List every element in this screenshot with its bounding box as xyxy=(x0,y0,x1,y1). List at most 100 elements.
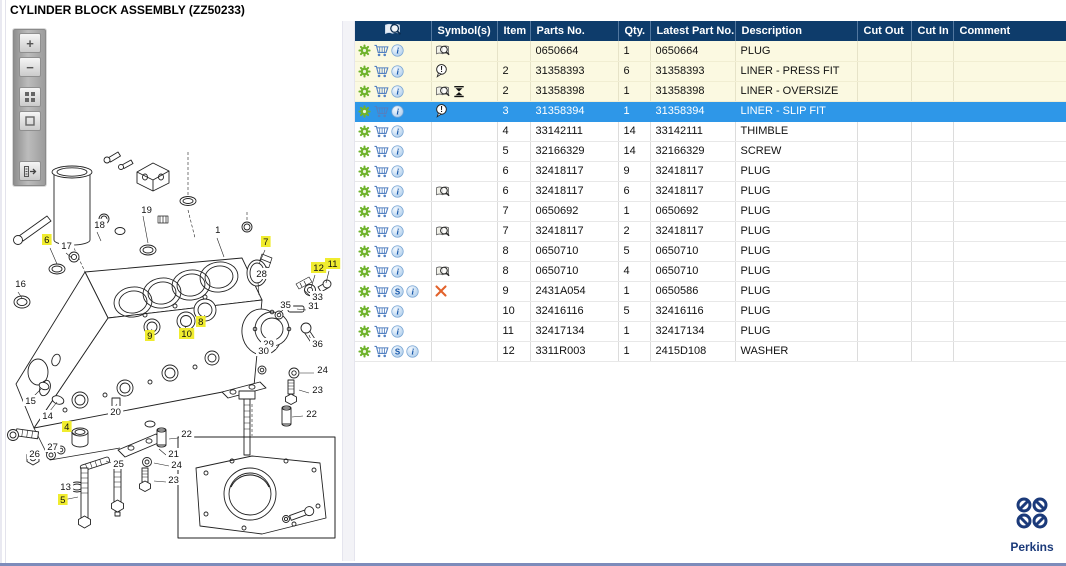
callout-15[interactable]: 15 xyxy=(25,396,36,407)
cart-icon[interactable] xyxy=(373,225,389,238)
info-icon[interactable] xyxy=(391,205,404,218)
gear-icon[interactable] xyxy=(358,325,371,338)
callout-10[interactable]: 10 xyxy=(181,329,192,340)
gear-icon[interactable] xyxy=(358,145,371,158)
callout-18[interactable]: 18 xyxy=(94,220,105,231)
column-header-description[interactable]: Description xyxy=(735,21,858,41)
table-row[interactable]: 11 32417134 1 32417134 PLUG xyxy=(355,321,1066,342)
gear-icon[interactable] xyxy=(358,265,371,278)
table-row[interactable]: 12 3311R003 1 2415D108 WASHER xyxy=(355,341,1066,362)
callout-20[interactable]: 20 xyxy=(110,407,121,418)
callout-12[interactable]: 12 xyxy=(313,263,324,274)
column-header-actions[interactable] xyxy=(355,21,432,41)
column-header-qty-[interactable]: Qty. xyxy=(618,21,651,41)
column-header-latest-part-no-[interactable]: Latest Part No. xyxy=(650,21,736,41)
info-icon[interactable] xyxy=(391,265,404,278)
callout-7[interactable]: 7 xyxy=(263,237,268,248)
table-row[interactable]: 10 32416116 5 32416116 PLUG xyxy=(355,301,1066,322)
cart-icon[interactable] xyxy=(373,185,389,198)
cart-icon[interactable] xyxy=(373,325,389,338)
gear-icon[interactable] xyxy=(358,245,371,258)
info-icon[interactable] xyxy=(391,245,404,258)
callout-26[interactable]: 26 xyxy=(29,449,40,460)
tile-view-button[interactable] xyxy=(19,87,41,107)
table-row[interactable]: 9 2431A054 1 0650586 PLUG xyxy=(355,281,1066,302)
table-row[interactable]: 5 32166329 14 32166329 SCREW xyxy=(355,141,1066,162)
callout-24[interactable]: 24 xyxy=(317,365,328,376)
table-row[interactable]: 2 31358398 1 31358398 LINER - OVERSIZE xyxy=(355,81,1066,102)
callout-17[interactable]: 17 xyxy=(61,241,72,252)
cart-icon[interactable] xyxy=(373,305,389,318)
cart-icon[interactable] xyxy=(373,265,389,278)
info-icon[interactable] xyxy=(391,65,404,78)
info-icon[interactable] xyxy=(406,285,419,298)
table-row[interactable]: 3 31358394 1 31358394 LINER - SLIP FIT xyxy=(355,101,1066,122)
zoom-out-button[interactable]: − xyxy=(19,57,41,77)
callout-23[interactable]: 23 xyxy=(312,385,323,396)
info-icon[interactable] xyxy=(391,125,404,138)
info-icon[interactable] xyxy=(391,185,404,198)
cart-icon[interactable] xyxy=(373,85,389,98)
table-row[interactable]: 8 0650710 5 0650710 PLUG xyxy=(355,241,1066,262)
column-header-comment[interactable]: Comment xyxy=(953,21,1066,41)
gear-icon[interactable] xyxy=(358,165,371,178)
gear-icon[interactable] xyxy=(358,44,371,57)
callout-30[interactable]: 30 xyxy=(258,346,269,357)
table-row[interactable]: 6 32418117 6 32418117 PLUG xyxy=(355,181,1066,202)
column-header-symbol-s-[interactable]: Symbol(s) xyxy=(431,21,498,41)
callout-31[interactable]: 31 xyxy=(308,301,319,312)
info-icon[interactable] xyxy=(391,145,404,158)
callout-35[interactable]: 35 xyxy=(280,300,291,311)
info-icon[interactable] xyxy=(391,325,404,338)
callout-14[interactable]: 14 xyxy=(42,411,53,422)
cart-icon[interactable] xyxy=(373,285,389,298)
callout-11[interactable]: 11 xyxy=(328,259,338,270)
cart-icon[interactable] xyxy=(373,65,389,78)
table-row[interactable]: 7 32418117 2 32418117 PLUG xyxy=(355,221,1066,242)
info-icon[interactable] xyxy=(391,225,404,238)
callout-22[interactable]: 22 xyxy=(306,409,317,420)
table-row[interactable]: 2 31358393 6 31358393 LINER - PRESS FIT xyxy=(355,61,1066,82)
gear-icon[interactable] xyxy=(358,285,371,298)
cart-icon[interactable] xyxy=(373,345,389,358)
callout-6[interactable]: 6 xyxy=(44,235,49,246)
callout-19[interactable]: 19 xyxy=(141,205,152,216)
price-info-icon[interactable] xyxy=(391,345,404,358)
callout-33[interactable]: 33 xyxy=(312,292,323,303)
table-row[interactable]: 7 0650692 1 0650692 PLUG xyxy=(355,201,1066,222)
callout-13[interactable]: 13 xyxy=(60,482,71,493)
callout-25[interactable]: 25 xyxy=(113,459,124,470)
gear-icon[interactable] xyxy=(358,85,371,98)
callout-22[interactable]: 22 xyxy=(181,429,192,440)
callout-24[interactable]: 24 xyxy=(171,460,182,471)
gear-icon[interactable] xyxy=(358,185,371,198)
gear-icon[interactable] xyxy=(358,125,371,138)
gear-icon[interactable] xyxy=(358,65,371,78)
callout-28[interactable]: 28 xyxy=(256,269,267,280)
info-icon[interactable] xyxy=(391,165,404,178)
gear-icon[interactable] xyxy=(358,105,371,118)
info-icon[interactable] xyxy=(391,105,404,118)
callout-36[interactable]: 36 xyxy=(312,339,323,350)
collapse-panel-button[interactable] xyxy=(19,161,41,181)
column-header-cut-in[interactable]: Cut In xyxy=(911,21,954,41)
cart-icon[interactable] xyxy=(373,245,389,258)
actual-size-button[interactable] xyxy=(19,111,41,131)
table-row[interactable]: 4 33142111 14 33142111 THIMBLE xyxy=(355,121,1066,142)
gear-icon[interactable] xyxy=(358,205,371,218)
gear-icon[interactable] xyxy=(358,225,371,238)
cart-icon[interactable] xyxy=(373,125,389,138)
callout-1[interactable]: 1 xyxy=(215,225,220,236)
cart-icon[interactable] xyxy=(373,105,389,118)
cart-icon[interactable] xyxy=(373,145,389,158)
column-header-parts-no-[interactable]: Parts No. xyxy=(530,21,619,41)
cart-icon[interactable] xyxy=(373,44,389,57)
callout-23[interactable]: 23 xyxy=(168,475,179,486)
callout-29[interactable]: 29 xyxy=(263,339,274,350)
info-icon[interactable] xyxy=(391,305,404,318)
info-icon[interactable] xyxy=(406,345,419,358)
zoom-in-button[interactable]: + xyxy=(19,33,41,53)
callout-9[interactable]: 9 xyxy=(147,331,152,342)
callout-21[interactable]: 21 xyxy=(168,449,179,460)
callout-27[interactable]: 27 xyxy=(47,442,58,453)
